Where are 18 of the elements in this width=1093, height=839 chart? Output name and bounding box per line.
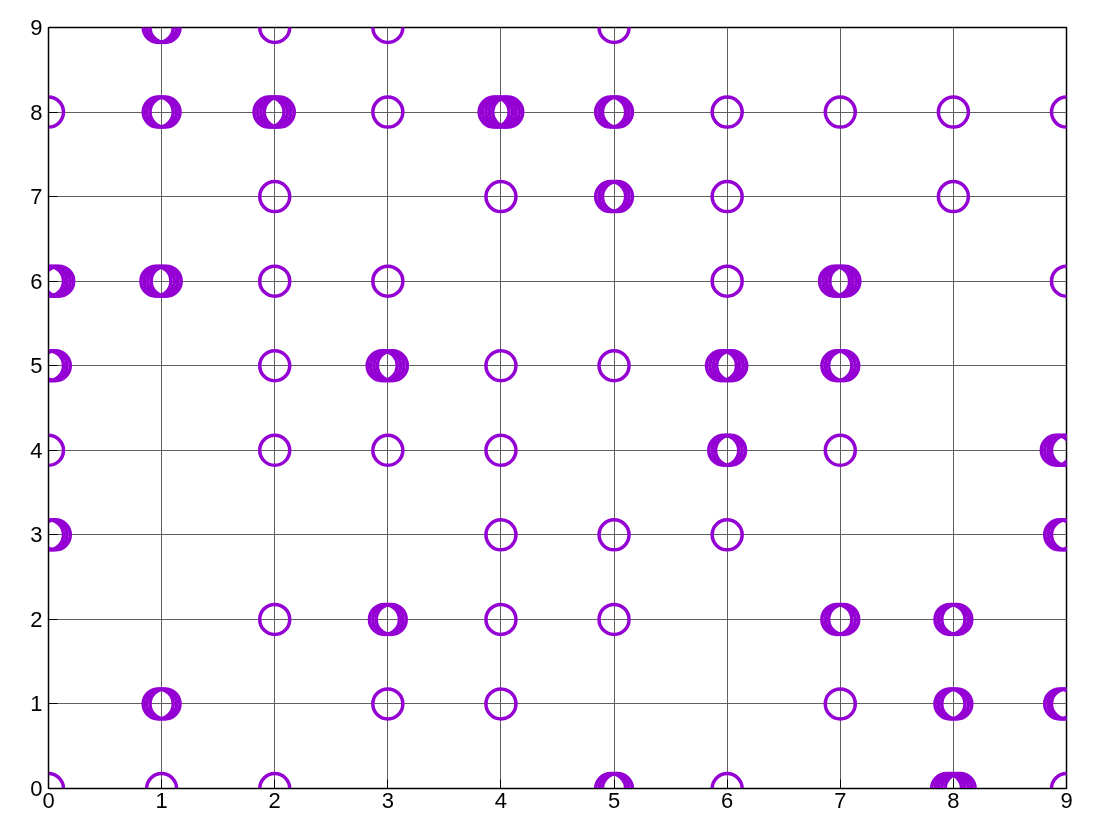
y-tick-label: 5 bbox=[30, 353, 43, 379]
y-tick-label: 6 bbox=[30, 268, 43, 294]
y-tick-label: 2 bbox=[30, 606, 43, 632]
x-tick-label: 4 bbox=[494, 787, 508, 813]
x-tick-label: 2 bbox=[268, 787, 281, 813]
x-tick-label: 9 bbox=[1060, 787, 1073, 813]
x-tick-label: 7 bbox=[834, 787, 847, 813]
y-tick-label: 8 bbox=[30, 99, 43, 125]
x-tick-label: 5 bbox=[607, 787, 621, 813]
y-tick-label: 3 bbox=[30, 522, 43, 548]
x-tick-label: 8 bbox=[947, 787, 960, 813]
x-tick-label: 1 bbox=[155, 787, 168, 813]
y-tick-label: 4 bbox=[30, 437, 43, 463]
y-tick-label: 1 bbox=[30, 691, 43, 717]
x-tick-label: 3 bbox=[381, 787, 394, 813]
x-tick-label: 6 bbox=[721, 787, 734, 813]
y-tick-label: 7 bbox=[30, 184, 43, 210]
y-tick-label: 9 bbox=[30, 15, 43, 40]
